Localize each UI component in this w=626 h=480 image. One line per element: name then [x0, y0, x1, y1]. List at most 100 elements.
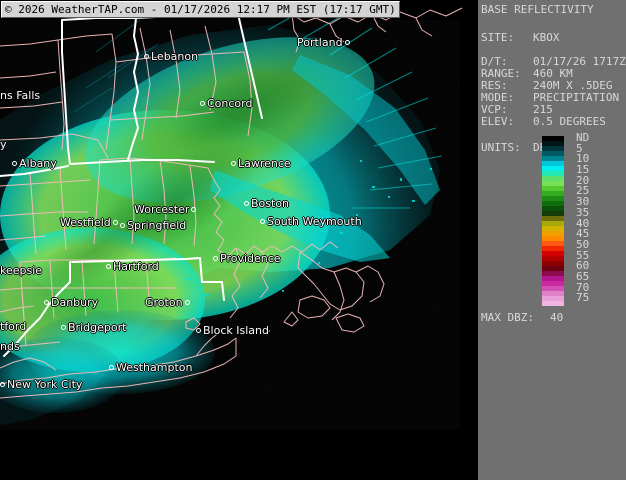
color-bar-segment: [542, 296, 564, 301]
city-marker-icon: [61, 325, 66, 330]
city-label[interactable]: tford: [0, 321, 26, 332]
city-name: Westfield: [60, 216, 111, 229]
city-name: Lebanon: [151, 50, 199, 63]
color-bar-segment: [542, 291, 564, 296]
color-bar-segment: [542, 186, 564, 191]
color-bar-segment: [542, 241, 564, 246]
mode-label: MODE:: [481, 91, 515, 104]
city-label[interactable]: ns Falls: [0, 90, 40, 101]
color-bar-segment: [542, 141, 564, 146]
scale-label: 35: [576, 205, 590, 219]
vcp-value: 215: [533, 103, 553, 116]
city-marker-icon: [191, 207, 197, 212]
color-bar-segment: [542, 246, 564, 251]
scale-label: 65: [576, 269, 590, 283]
city-marker-icon: [106, 264, 111, 269]
city-label[interactable]: Providence: [213, 253, 281, 264]
title-bar-text: © 2026 WeatherTAP.com - 01/17/2026 12:17…: [5, 3, 396, 16]
scale-label: 45: [576, 227, 590, 241]
color-bar-segment: [542, 231, 564, 236]
color-bar-segment: [542, 191, 564, 196]
city-label[interactable]: Springfield: [120, 220, 186, 231]
city-label[interactable]: Portland: [297, 37, 350, 48]
vcp-label: VCP:: [481, 103, 508, 116]
city-name: Worcester: [134, 203, 190, 216]
city-label[interactable]: Worcester: [134, 203, 197, 216]
scale-label: 25: [576, 184, 590, 198]
range-value: 460 KM: [533, 67, 573, 80]
city-label[interactable]: New York City: [0, 379, 82, 390]
city-name: Albany: [19, 157, 57, 170]
city-label[interactable]: y: [0, 139, 7, 150]
city-marker-icon: [112, 220, 118, 225]
county-coastline-borders: [0, 7, 463, 399]
color-bar-segment: [542, 276, 564, 281]
city-label[interactable]: Groton: [145, 297, 190, 308]
color-bar-segment: [542, 221, 564, 226]
color-bar-segment: [542, 176, 564, 181]
color-bar-segment: [542, 251, 564, 256]
scale-label: 30: [576, 195, 590, 209]
scale-label: 10: [576, 152, 590, 166]
city-name: Providence: [220, 252, 281, 265]
city-label[interactable]: Albany: [12, 158, 57, 169]
color-bar-segment: [542, 286, 564, 291]
color-bar-segment: [542, 266, 564, 271]
radar-map-canvas[interactable]: Lebanon Portland Concord ns Falls Lawrence Al…: [0, 0, 478, 480]
color-bar-segment: [542, 271, 564, 276]
color-bar-segment: [542, 301, 564, 306]
city-name: Groton: [145, 296, 183, 309]
city-label[interactable]: Block Island: [196, 325, 269, 336]
resolution-value: 240M X .5DEG: [533, 79, 613, 92]
city-label[interactable]: Bridgeport: [61, 322, 126, 333]
info-panel: BASE REFLECTIVITY SITE: KBOX D/T: 01/17/…: [478, 0, 626, 480]
range-label: RANGE:: [481, 67, 521, 80]
color-bar-segment: [542, 226, 564, 231]
city-marker-icon: [0, 382, 5, 387]
radar-image: [0, 7, 463, 430]
city-label[interactable]: Hartford: [106, 261, 159, 272]
color-bar-segment: [542, 166, 564, 171]
city-name: tford: [0, 320, 27, 333]
city-label[interactable]: Boston: [244, 198, 289, 209]
scale-label: 5: [576, 141, 583, 155]
city-label[interactable]: Westfield: [60, 217, 118, 228]
scale-label: 50: [576, 237, 590, 251]
color-bar-segment: [542, 201, 564, 206]
scale-label: 15: [576, 163, 590, 177]
reflectivity-color-bar: [542, 136, 564, 306]
color-bar-segment: [542, 161, 564, 166]
units-label: UNITS:: [481, 141, 521, 154]
city-marker-icon: [260, 219, 265, 224]
scale-label: ND: [576, 131, 590, 144]
scale-label: 55: [576, 248, 590, 262]
city-name: Lawrence: [238, 157, 291, 170]
color-bar-segment: [542, 171, 564, 176]
city-name: Danbury: [51, 296, 99, 309]
city-name: Portland: [297, 36, 343, 49]
color-bar-segment: [542, 216, 564, 221]
elevation-value: 0.5 DEGREES: [533, 115, 606, 128]
city-name: Hartford: [113, 260, 159, 273]
city-label[interactable]: Concord: [200, 98, 252, 109]
city-name: Westhampton: [116, 361, 193, 374]
city-marker-icon: [213, 256, 218, 261]
city-marker-icon: [120, 223, 125, 228]
city-label[interactable]: keepsie: [0, 265, 42, 276]
city-marker-icon: [200, 101, 205, 106]
city-label[interactable]: nds: [0, 341, 20, 352]
city-name: keepsie: [0, 264, 43, 277]
color-bar-segment: [542, 196, 564, 201]
city-marker-icon: [344, 40, 350, 45]
city-marker-icon: [144, 54, 149, 59]
color-bar-segment: [542, 206, 564, 211]
city-label[interactable]: Westhampton: [109, 362, 192, 373]
city-label[interactable]: South Weymouth: [260, 216, 362, 227]
city-label[interactable]: Lawrence: [231, 158, 291, 169]
product-title: BASE REFLECTIVITY: [481, 3, 594, 16]
city-name: Springfield: [127, 219, 187, 232]
city-label[interactable]: Danbury: [44, 297, 98, 308]
city-label[interactable]: Lebanon: [144, 51, 198, 62]
city-name: Block Island: [203, 324, 269, 337]
